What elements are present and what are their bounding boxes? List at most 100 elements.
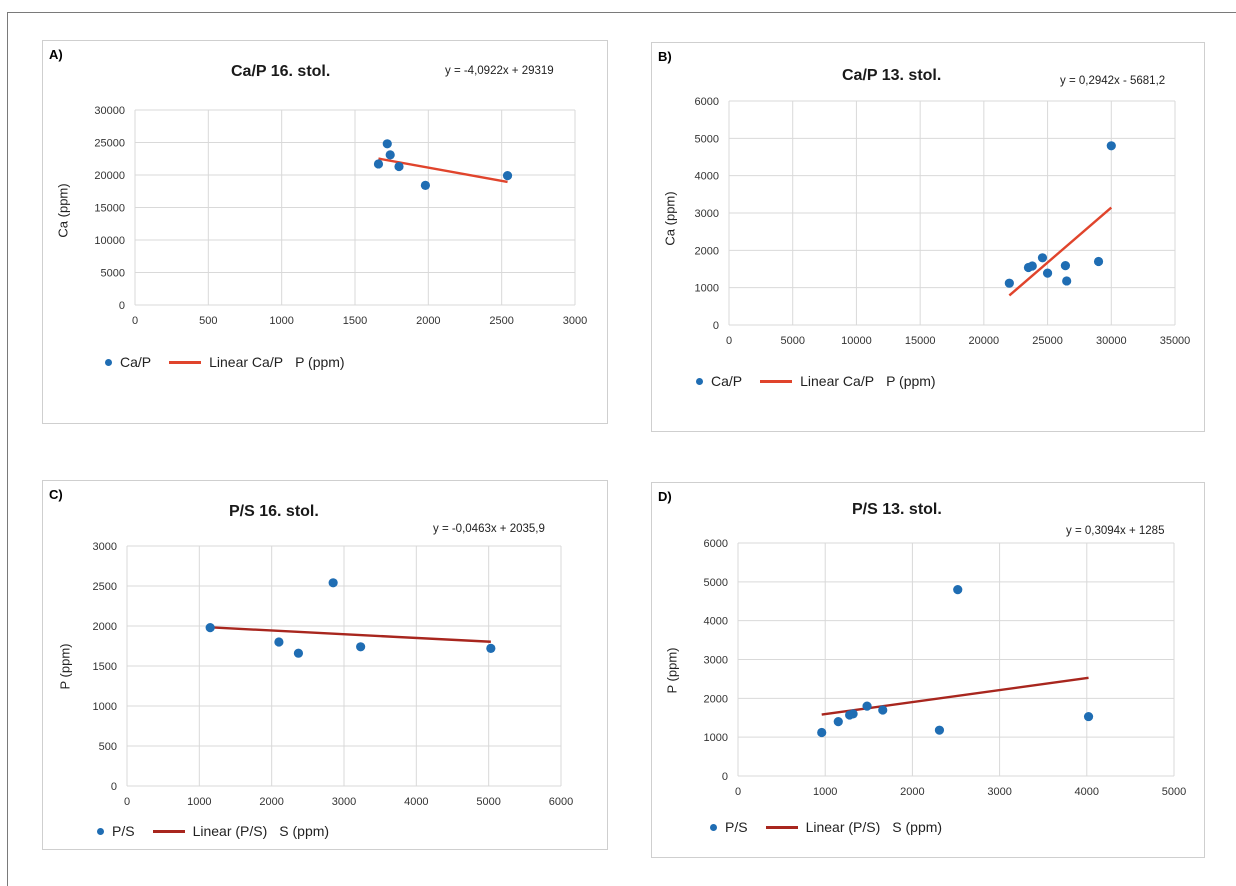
y-tick-label: 0 — [111, 781, 117, 793]
data-point — [1093, 256, 1104, 267]
y-tick-label: 500 — [99, 741, 117, 753]
y-tick-label: 3000 — [695, 208, 719, 220]
x-tick-label: 35000 — [1160, 335, 1191, 347]
y-axis-label: Ca (ppm) — [662, 191, 678, 246]
legend-series-label: P/S — [112, 823, 135, 839]
data-point — [385, 150, 395, 160]
x-tick-label: 15000 — [905, 335, 936, 347]
x-tick-label: 1500 — [343, 315, 367, 327]
x-axis-label: S (ppm) — [892, 819, 943, 835]
data-point — [293, 648, 304, 658]
data-point — [833, 717, 843, 727]
y-tick-label: 1000 — [93, 701, 117, 713]
legend-trend-label: Linear (P/S) — [192, 823, 268, 839]
legend-trend-label: Linear (P/S) — [805, 819, 881, 835]
panel-label: A) — [49, 47, 63, 62]
trend-line — [210, 626, 491, 643]
y-tick-label: 1500 — [93, 661, 117, 673]
trend-equation: y = 0,3094x + 1285 — [1066, 525, 1165, 537]
x-tick-label: 4000 — [404, 796, 428, 808]
legend-point-marker — [97, 827, 104, 835]
y-tick-label: 1000 — [695, 283, 719, 295]
legend-point-marker — [710, 823, 717, 831]
x-tick-label: 25000 — [1032, 335, 1063, 347]
chart-panel-c: 0 500 1000 1500 2000 2500 3000 0 1000 2000 3000 400… — [42, 480, 608, 850]
data-point — [502, 171, 513, 181]
y-tick-label: 0 — [722, 771, 728, 783]
trend-equation: y = -4,0922x + 29319 — [445, 65, 554, 77]
x-tick-label: 5000 — [780, 335, 804, 347]
y-tick-label: 2500 — [93, 581, 117, 593]
y-tick-label: 25000 — [94, 138, 125, 150]
legend-series-label: P/S — [725, 819, 748, 835]
y-tick-label: 0 — [119, 300, 125, 312]
data-point — [817, 727, 827, 738]
x-tick-label: 1000 — [269, 315, 293, 327]
data-point — [356, 642, 366, 652]
chart-title: Ca/P 13. stol. — [842, 67, 942, 84]
y-tick-label: 2000 — [695, 245, 719, 257]
figure-frame — [7, 12, 1236, 886]
legend: P/S Linear (P/S) S (ppm) — [97, 823, 329, 839]
x-axis-label: P (ppm) — [295, 354, 345, 370]
chart-plot-b: 0 1000 2000 3000 4000 5000 6000 0 5000 10000 15000… — [695, 96, 1191, 347]
data-point — [1106, 141, 1116, 151]
x-tick-label: 0 — [726, 335, 732, 347]
y-tick-label: 1000 — [704, 732, 728, 744]
x-tick-label: 1000 — [813, 786, 837, 798]
x-tick-label: 3000 — [332, 796, 356, 808]
data-point — [1037, 253, 1048, 263]
data-point — [420, 180, 430, 190]
y-tick-label: 0 — [713, 320, 719, 332]
y-tick-label: 2000 — [704, 693, 728, 705]
legend: P/S Linear (P/S) S (ppm) — [710, 819, 942, 835]
data-point — [1060, 261, 1071, 271]
x-tick-label: 3000 — [563, 315, 587, 327]
data-point — [274, 637, 284, 647]
legend-trend-label: Linear Ca/P — [800, 373, 875, 389]
x-tick-label: 10000 — [841, 335, 872, 347]
chart-plot-a: 0 5000 10000 15000 20000 25000 30000 0 500 1000 15… — [94, 105, 587, 327]
x-tick-label: 5000 — [476, 796, 500, 808]
y-tick-label: 6000 — [704, 538, 728, 550]
data-point — [205, 623, 215, 633]
chart-panel-a: 0 5000 10000 15000 20000 25000 30000 0 500 1000 15… — [42, 40, 608, 424]
y-tick-label: 2000 — [93, 621, 117, 633]
data-point — [1004, 278, 1014, 288]
x-tick-label: 500 — [199, 315, 217, 327]
x-tick-label: 1000 — [187, 796, 211, 808]
x-tick-label: 4000 — [1075, 786, 1099, 798]
legend-trend-marker — [765, 825, 798, 829]
legend: Ca/P Linear Ca/P P (ppm) — [105, 354, 345, 370]
data-point — [1062, 276, 1072, 286]
data-point — [953, 585, 963, 595]
panel-label: B) — [658, 49, 672, 64]
x-tick-label: 6000 — [549, 796, 573, 808]
x-tick-label: 30000 — [1096, 335, 1127, 347]
legend-trend-marker — [760, 379, 793, 383]
x-tick-label: 0 — [735, 786, 741, 798]
legend-point-marker — [105, 358, 112, 366]
legend-point-marker — [696, 377, 703, 385]
data-point — [848, 709, 858, 719]
data-point — [373, 159, 384, 169]
x-tick-label: 20000 — [969, 335, 1000, 347]
chart-title: Ca/P 16. stol. — [231, 63, 331, 80]
data-point — [486, 643, 496, 653]
x-tick-label: 2000 — [259, 796, 283, 808]
data-point — [328, 578, 338, 588]
legend-trend-marker — [152, 829, 185, 833]
x-axis-label: S (ppm) — [279, 823, 330, 839]
data-point — [394, 161, 404, 172]
trend-line — [821, 676, 1089, 716]
y-tick-label: 3000 — [704, 655, 728, 667]
data-point — [862, 701, 872, 711]
data-point — [878, 705, 888, 715]
x-tick-label: 0 — [132, 315, 138, 327]
x-tick-label: 2000 — [900, 786, 924, 798]
y-axis-label: Ca (ppm) — [55, 183, 71, 238]
chart-plot-d: 0 1000 2000 3000 4000 5000 6000 0 1000 2000 3000 40… — [704, 538, 1187, 798]
y-tick-label: 15000 — [94, 203, 125, 215]
y-tick-label: 3000 — [93, 541, 117, 553]
legend-trend-label: Linear Ca/P — [209, 354, 284, 370]
